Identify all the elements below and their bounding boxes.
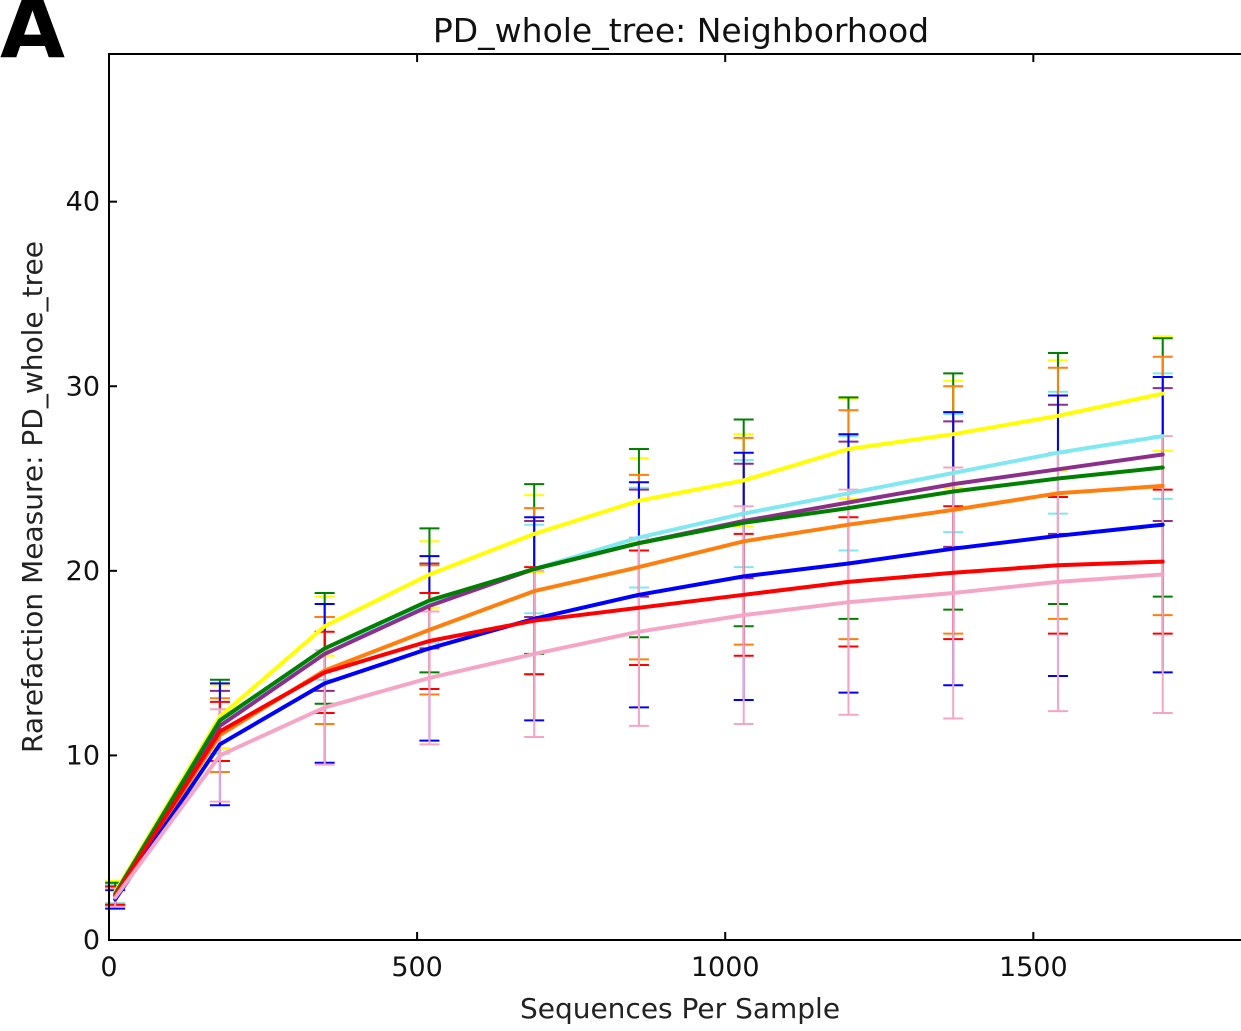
plot-frame xyxy=(109,54,1241,940)
x-tick-label: 1000 xyxy=(691,952,760,983)
x-tick-label: 500 xyxy=(391,952,443,983)
y-tick-label: 40 xyxy=(66,187,100,218)
chart-title: PD_whole_tree: Neighborhood xyxy=(433,11,929,50)
plot-area xyxy=(105,336,1173,908)
y-tick-label: 0 xyxy=(83,925,100,956)
axes: 0 500 1000 1500 0 10 20 30 40 xyxy=(66,54,1068,983)
x-tick-label: 0 xyxy=(100,952,117,983)
y-tick-label: 30 xyxy=(66,371,100,402)
x-tick-label: 1500 xyxy=(999,952,1068,983)
y-tick-label: 10 xyxy=(66,740,100,771)
y-axis-title: Rarefaction Measure: PD_whole_tree xyxy=(16,241,49,753)
y-tick-label: 20 xyxy=(66,556,100,587)
x-axis-title: Sequences Per Sample xyxy=(520,992,840,1025)
